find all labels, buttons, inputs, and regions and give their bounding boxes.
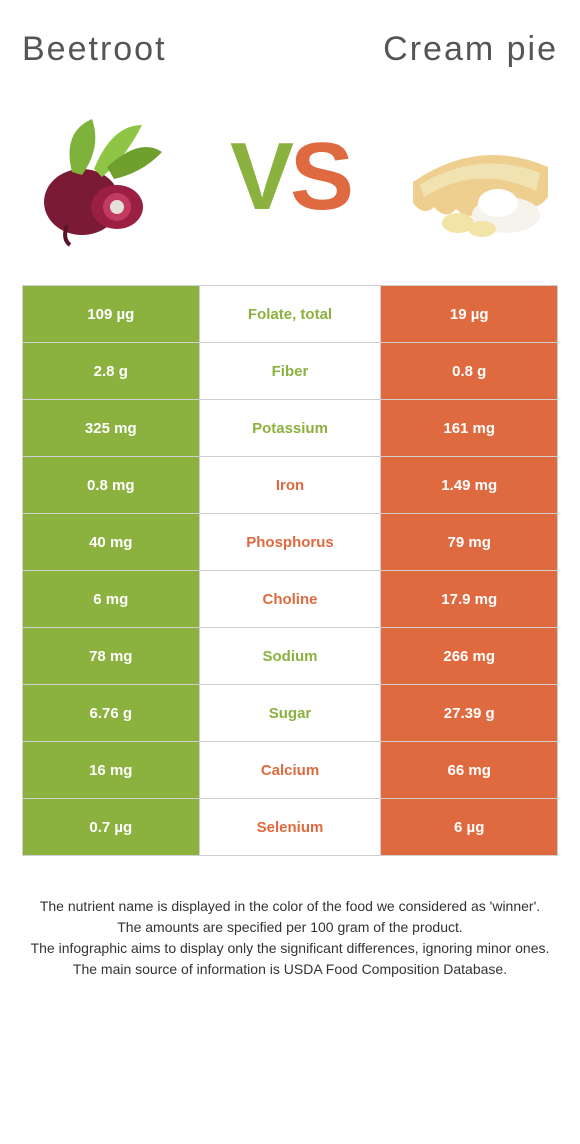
footer-line: The main source of information is USDA F… [22,959,558,980]
beetroot-icon [22,107,182,247]
table-row: 325 mgPotassium161 mg [23,400,558,457]
right-value-cell: 6 µg [381,799,558,856]
table-row: 0.8 mgIron1.49 mg [23,457,558,514]
right-food-title: Cream pie [383,30,558,69]
nutrient-label-cell: Selenium [199,799,381,856]
left-value-cell: 109 µg [23,286,200,343]
table-row: 109 µgFolate, total19 µg [23,286,558,343]
footer-notes: The nutrient name is displayed in the co… [22,896,558,980]
table-row: 6 mgCholine17.9 mg [23,571,558,628]
images-row: VS [22,97,558,257]
nutrient-label-cell: Fiber [199,343,381,400]
nutrition-table-body: 109 µgFolate, total19 µg2.8 gFiber0.8 g3… [23,286,558,856]
left-value-cell: 16 mg [23,742,200,799]
left-value-cell: 0.7 µg [23,799,200,856]
table-row: 40 mgPhosphorus79 mg [23,514,558,571]
nutrition-table: 109 µgFolate, total19 µg2.8 gFiber0.8 g3… [22,285,558,856]
vs-v: V [230,123,290,230]
left-value-cell: 78 mg [23,628,200,685]
table-row: 16 mgCalcium66 mg [23,742,558,799]
nutrient-label-cell: Choline [199,571,381,628]
vs-s: S [290,123,350,230]
left-value-cell: 6 mg [23,571,200,628]
right-value-cell: 17.9 mg [381,571,558,628]
nutrient-label-cell: Sodium [199,628,381,685]
vs-label: VS [230,129,350,225]
table-row: 6.76 gSugar27.39 g [23,685,558,742]
left-value-cell: 6.76 g [23,685,200,742]
comparison-infographic: Beetroot Cream pie VS [0,0,580,1144]
nutrient-label-cell: Iron [199,457,381,514]
right-value-cell: 266 mg [381,628,558,685]
right-value-cell: 27.39 g [381,685,558,742]
right-value-cell: 66 mg [381,742,558,799]
table-row: 2.8 gFiber0.8 g [23,343,558,400]
cream-pie-icon [398,107,558,247]
nutrient-label-cell: Phosphorus [199,514,381,571]
left-food-title: Beetroot [22,30,167,69]
right-value-cell: 1.49 mg [381,457,558,514]
footer-line: The infographic aims to display only the… [22,938,558,959]
nutrient-label-cell: Calcium [199,742,381,799]
left-value-cell: 0.8 mg [23,457,200,514]
table-row: 78 mgSodium266 mg [23,628,558,685]
footer-line: The nutrient name is displayed in the co… [22,896,558,917]
left-value-cell: 40 mg [23,514,200,571]
nutrient-label-cell: Folate, total [199,286,381,343]
right-value-cell: 0.8 g [381,343,558,400]
nutrient-label-cell: Sugar [199,685,381,742]
footer-line: The amounts are specified per 100 gram o… [22,917,558,938]
nutrient-label-cell: Potassium [199,400,381,457]
table-row: 0.7 µgSelenium6 µg [23,799,558,856]
left-value-cell: 2.8 g [23,343,200,400]
right-value-cell: 79 mg [381,514,558,571]
right-value-cell: 161 mg [381,400,558,457]
right-value-cell: 19 µg [381,286,558,343]
titles-row: Beetroot Cream pie [22,30,558,69]
left-value-cell: 325 mg [23,400,200,457]
